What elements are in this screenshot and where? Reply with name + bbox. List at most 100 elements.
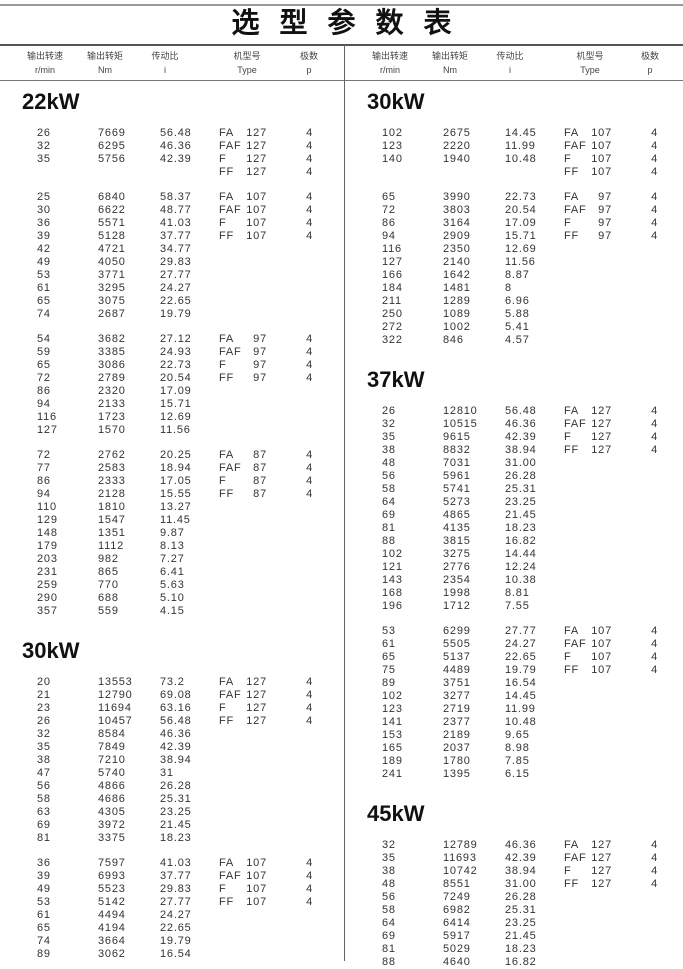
- type-prefix: FF: [219, 166, 235, 178]
- output-torque: 2128: [98, 488, 126, 500]
- ratio: 16.54: [505, 677, 537, 689]
- type-prefix: FF: [564, 664, 580, 676]
- poles: 4: [306, 191, 313, 203]
- model-group: 26 12810 56.48 FA 127 4 32 10515 46.36 FAF 127 4 35 9…: [345, 405, 683, 613]
- section-title: 30kW: [22, 638, 80, 663]
- type-prefix: FAF: [219, 462, 242, 474]
- table-row: 65 5137 22.65 F 107 4: [345, 651, 683, 664]
- output-torque: 5273: [443, 496, 471, 508]
- output-speed: 56: [382, 470, 396, 482]
- poles: 4: [306, 702, 313, 714]
- table-row: 48 7031 31.00: [345, 457, 683, 470]
- output-speed: 102: [382, 690, 403, 702]
- type-prefix: FAF: [219, 346, 242, 358]
- ratio: 24.27: [160, 282, 192, 294]
- poles: 4: [651, 878, 658, 890]
- type-prefix: F: [219, 883, 227, 895]
- output-speed: 72: [382, 204, 396, 216]
- poles: 4: [306, 870, 313, 882]
- type-size: 127: [246, 127, 267, 139]
- type-size: 127: [591, 418, 612, 430]
- poles: 4: [651, 664, 658, 676]
- type-size: 107: [591, 153, 612, 165]
- output-speed: 241: [382, 768, 403, 780]
- output-speed: 89: [37, 948, 51, 960]
- table-row: 53 6299 27.77 FA 107 4: [345, 625, 683, 638]
- ratio: 8.13: [160, 540, 185, 552]
- output-torque: 1570: [98, 424, 126, 436]
- output-speed: 290: [37, 592, 58, 604]
- output-torque: 11694: [98, 702, 132, 714]
- model-group: 20 13553 73.2 FA 127 4 21 12790 69.08 FAF 127 4 23 11…: [0, 676, 344, 845]
- output-torque: 2350: [443, 243, 471, 255]
- output-speed: 47: [37, 767, 51, 779]
- ratio: 38.94: [505, 865, 537, 877]
- power-section: 30kW 20 13553 73.2 FA 127 4 21 12790 69.08 FAF 127 4…: [0, 638, 344, 961]
- ratio: 6.41: [160, 566, 185, 578]
- table-row: 86 2333 17.05 F 87 4: [0, 475, 344, 488]
- output-speed: 179: [37, 540, 58, 552]
- poles: 4: [306, 676, 313, 688]
- output-speed: 272: [382, 321, 403, 333]
- type-prefix: F: [219, 702, 227, 714]
- output-speed: 110: [37, 501, 57, 513]
- poles: 4: [651, 444, 658, 456]
- output-speed: 65: [37, 922, 51, 934]
- table-row: 23 11694 63.16 F 127 4: [0, 702, 344, 715]
- type-size: 107: [246, 896, 267, 908]
- poles: 4: [651, 127, 658, 139]
- output-speed: 58: [382, 904, 396, 916]
- table-row: 89 3751 16.54: [345, 677, 683, 690]
- output-torque: 10742: [443, 865, 478, 877]
- output-torque: 3086: [98, 359, 126, 371]
- table-row: 94 2128 15.55 FF 87 4: [0, 488, 344, 501]
- section-title: 30kW: [367, 89, 425, 114]
- ratio: 16.82: [505, 956, 537, 968]
- table-row: 77 2583 18.94 FAF 87 4: [0, 462, 344, 475]
- ratio: 9.65: [505, 729, 530, 741]
- ratio: 18.23: [505, 943, 537, 955]
- type-size: 127: [246, 702, 267, 714]
- poles: 4: [306, 449, 313, 461]
- ratio: 19.79: [160, 935, 192, 947]
- type-size: 87: [253, 449, 267, 461]
- table-row: 61 4494 24.27: [0, 909, 344, 922]
- type-prefix: F: [564, 651, 572, 663]
- poles: 4: [306, 153, 313, 165]
- table-row: 65 3086 22.73 F 97 4: [0, 359, 344, 372]
- poles: 4: [651, 405, 658, 417]
- table-row: 196 1712 7.55: [345, 600, 683, 613]
- ratio: 19.79: [160, 308, 192, 320]
- output-speed: 38: [382, 444, 396, 456]
- ratio: 8: [505, 282, 512, 294]
- output-speed: 322: [382, 334, 403, 346]
- model-group: 53 6299 27.77 FA 107 4 61 5505 24.27 FAF 107 4 65 513…: [345, 625, 683, 781]
- output-speed: 81: [37, 832, 51, 844]
- table-row: 38 7210 38.94: [0, 754, 344, 767]
- type-prefix: FF: [564, 166, 580, 178]
- ratio: 69.08: [160, 689, 192, 701]
- ratio: 22.73: [160, 359, 192, 371]
- section-title: 22kW: [22, 89, 80, 114]
- ratio: 31: [160, 767, 174, 779]
- output-speed: 168: [382, 587, 403, 599]
- output-speed: 116: [37, 411, 57, 423]
- output-torque: 4194: [98, 922, 126, 934]
- output-torque: 2320: [98, 385, 126, 397]
- output-speed: 88: [382, 535, 396, 547]
- table-row: 189 1780 7.85: [345, 755, 683, 768]
- output-speed: 69: [382, 930, 396, 942]
- output-torque: 1112: [98, 540, 125, 552]
- output-speed: 65: [382, 651, 396, 663]
- ratio: 5.10: [160, 592, 185, 604]
- table-row: 140 1940 10.48 F 107 4: [345, 153, 683, 166]
- power-section: 45kW 32 12789 46.36 FA 127 4 35 11693 42.39 FAF 127…: [345, 801, 683, 969]
- table-row: 357 559 4.15: [0, 605, 344, 618]
- table-row: 127 2140 11.56: [345, 256, 683, 269]
- type-prefix: FAF: [564, 140, 587, 152]
- type-prefix: FAF: [564, 638, 587, 650]
- ratio: 11.56: [505, 256, 536, 268]
- table-row: 35 5756 42.39 F 127 4: [0, 153, 344, 166]
- ratio: 56.48: [160, 127, 192, 139]
- table-row: 94 2909 15.71 FF 97 4: [345, 230, 683, 243]
